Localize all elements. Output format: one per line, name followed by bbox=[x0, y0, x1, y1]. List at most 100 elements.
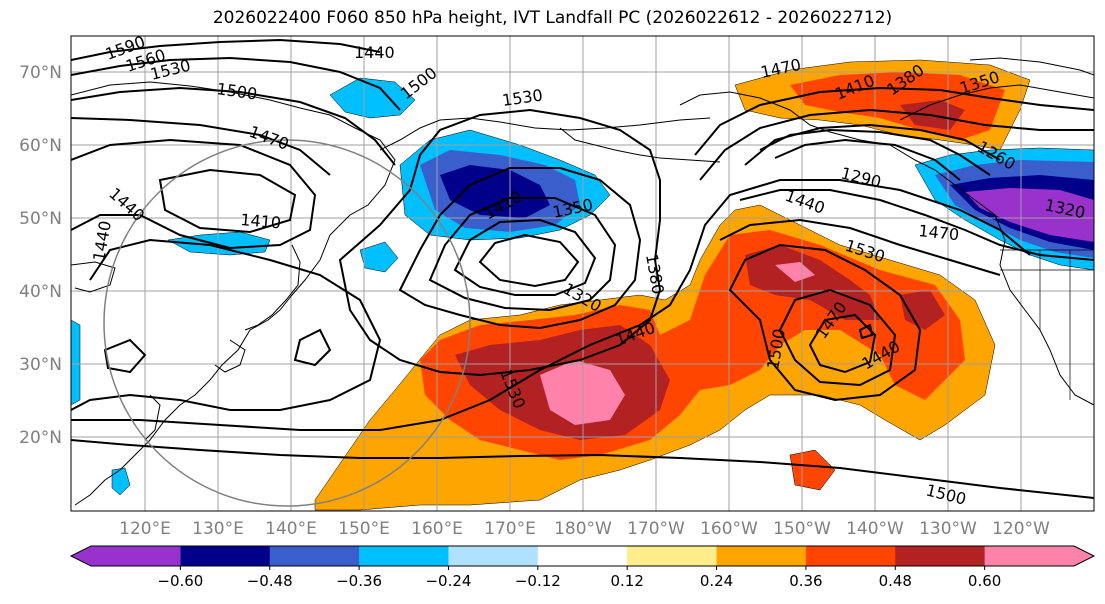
colorbar-tick-label: −0.36 bbox=[336, 572, 382, 590]
range-circle bbox=[103, 139, 471, 507]
figure-title: 2026022400 F060 850 hPa height, IVT Land… bbox=[212, 8, 893, 28]
coastline bbox=[74, 309, 281, 506]
colorbar-tick-label: −0.12 bbox=[515, 572, 561, 590]
height-contour bbox=[728, 243, 922, 402]
height-contour bbox=[71, 56, 401, 111]
coastline bbox=[144, 394, 161, 441]
coastline bbox=[679, 91, 1094, 406]
height-contour bbox=[398, 167, 642, 330]
ivt-positive-shading bbox=[775, 262, 815, 282]
height-contour bbox=[338, 108, 662, 377]
lon-label-120w: 120°W bbox=[992, 519, 1050, 539]
height-contour bbox=[71, 179, 1031, 431]
ivt-shading bbox=[71, 59, 1094, 511]
colorbar-swatch bbox=[537, 546, 628, 566]
height-contour bbox=[858, 323, 874, 340]
colorbar-tick-label: 0.60 bbox=[968, 572, 1001, 590]
lon-label-150e: 150°E bbox=[338, 519, 390, 539]
height-contour bbox=[739, 189, 1094, 261]
height-contour bbox=[759, 128, 991, 176]
colorbar-swatch bbox=[180, 546, 271, 566]
ivt-positive-shading bbox=[789, 449, 836, 491]
height-contour bbox=[71, 38, 381, 61]
colorbar-swatch bbox=[716, 546, 807, 566]
height-contour bbox=[744, 123, 1001, 166]
colorbar-swatch bbox=[984, 546, 1094, 566]
height-contour bbox=[699, 108, 1094, 181]
map-frame bbox=[70, 35, 1095, 512]
lon-label-180w: 180°W bbox=[554, 519, 612, 539]
height-contour bbox=[778, 288, 897, 387]
coastlines bbox=[71, 57, 1094, 506]
ivt-positive-shading bbox=[900, 290, 945, 330]
ivt-positive-shading bbox=[745, 245, 880, 320]
height-contour bbox=[808, 313, 877, 374]
lat-label-50n: 50°N bbox=[19, 209, 62, 229]
colorbar-swatch bbox=[71, 546, 181, 566]
coastline bbox=[969, 57, 1094, 76]
lat-label-40n: 40°N bbox=[19, 282, 62, 302]
colorbar-tick-label: 0.24 bbox=[700, 572, 733, 590]
height-contour bbox=[428, 197, 617, 312]
colorbar-tick-label: −0.48 bbox=[247, 572, 293, 590]
colorbar-tick-label: 0.12 bbox=[610, 572, 643, 590]
colorbar-tick-label: −0.60 bbox=[157, 572, 203, 590]
colorbar-tick-label: 0.48 bbox=[879, 572, 912, 590]
ivt-negative-shading bbox=[965, 188, 1094, 242]
contour-label: 1470 bbox=[918, 221, 960, 244]
height-contour bbox=[774, 138, 961, 181]
gridlines bbox=[71, 36, 1094, 511]
longitude-labels: 120°E 130°E 140°E 150°E 160°E 170°E 180°… bbox=[119, 519, 1050, 539]
height-contour bbox=[103, 338, 147, 374]
lat-label-20n: 20°N bbox=[19, 428, 62, 448]
height-contour bbox=[694, 86, 1094, 156]
height-contour bbox=[478, 233, 580, 288]
lat-label-30n: 30°N bbox=[19, 355, 62, 375]
lat-label-60n: 60°N bbox=[19, 136, 62, 156]
lon-label-120e: 120°E bbox=[119, 519, 171, 539]
height-contour bbox=[71, 86, 396, 166]
lon-label-160w: 160°W bbox=[700, 519, 758, 539]
colorbar-tick-label: −0.24 bbox=[425, 572, 471, 590]
height-contour bbox=[719, 218, 1001, 276]
coastline bbox=[71, 81, 396, 311]
height-contour bbox=[71, 439, 1094, 499]
colorbar-swatch bbox=[359, 546, 449, 566]
coastline bbox=[244, 244, 301, 331]
lon-label-130e: 130°E bbox=[192, 519, 244, 539]
colorbar-swatch bbox=[627, 546, 718, 566]
colorbar-swatch bbox=[895, 546, 986, 566]
lon-label-140e: 140°E bbox=[265, 519, 317, 539]
lon-label-140w: 140°W bbox=[846, 519, 904, 539]
coastline bbox=[214, 339, 246, 373]
colorbar-swatch bbox=[269, 546, 360, 566]
lon-label-130w: 130°W bbox=[919, 519, 977, 539]
lon-label-170w: 170°W bbox=[627, 519, 685, 539]
ivt-negative-shading bbox=[111, 467, 131, 496]
latitude-labels: 70°N 60°N 50°N 40°N 30°N 20°N bbox=[19, 63, 62, 448]
lon-label-160e: 160°E bbox=[411, 519, 463, 539]
lon-label-150w: 150°W bbox=[773, 519, 831, 539]
contour-label: 1440 bbox=[354, 43, 395, 62]
coastline bbox=[559, 127, 721, 163]
colorbar-swatch bbox=[448, 546, 539, 566]
state-border bbox=[1000, 249, 1094, 400]
height-contour bbox=[453, 218, 597, 296]
map-panel: 1590 1560 1530 1500 1440 1500 1530 1470 … bbox=[70, 32, 1095, 512]
height-contour bbox=[293, 328, 332, 367]
colorbar-tick-label: 0.36 bbox=[789, 572, 822, 590]
height-contour bbox=[71, 238, 382, 411]
ivt-negative-shading bbox=[71, 319, 81, 406]
coastline bbox=[899, 84, 1094, 121]
coastline bbox=[379, 117, 711, 151]
lon-label-170e: 170°E bbox=[484, 519, 536, 539]
lat-label-70n: 70°N bbox=[19, 63, 62, 83]
height-contour bbox=[158, 168, 297, 234]
colorbar: −0.60 −0.48 −0.36 −0.24 −0.12 0.12 0.24 0.36 0.4… bbox=[69, 545, 1096, 590]
coastline bbox=[71, 261, 116, 293]
ivt-negative-shading bbox=[329, 77, 416, 119]
ivt-negative-shading bbox=[440, 165, 550, 218]
colorbar-outline bbox=[69, 545, 1096, 567]
contour-label: 1410 bbox=[240, 210, 282, 232]
